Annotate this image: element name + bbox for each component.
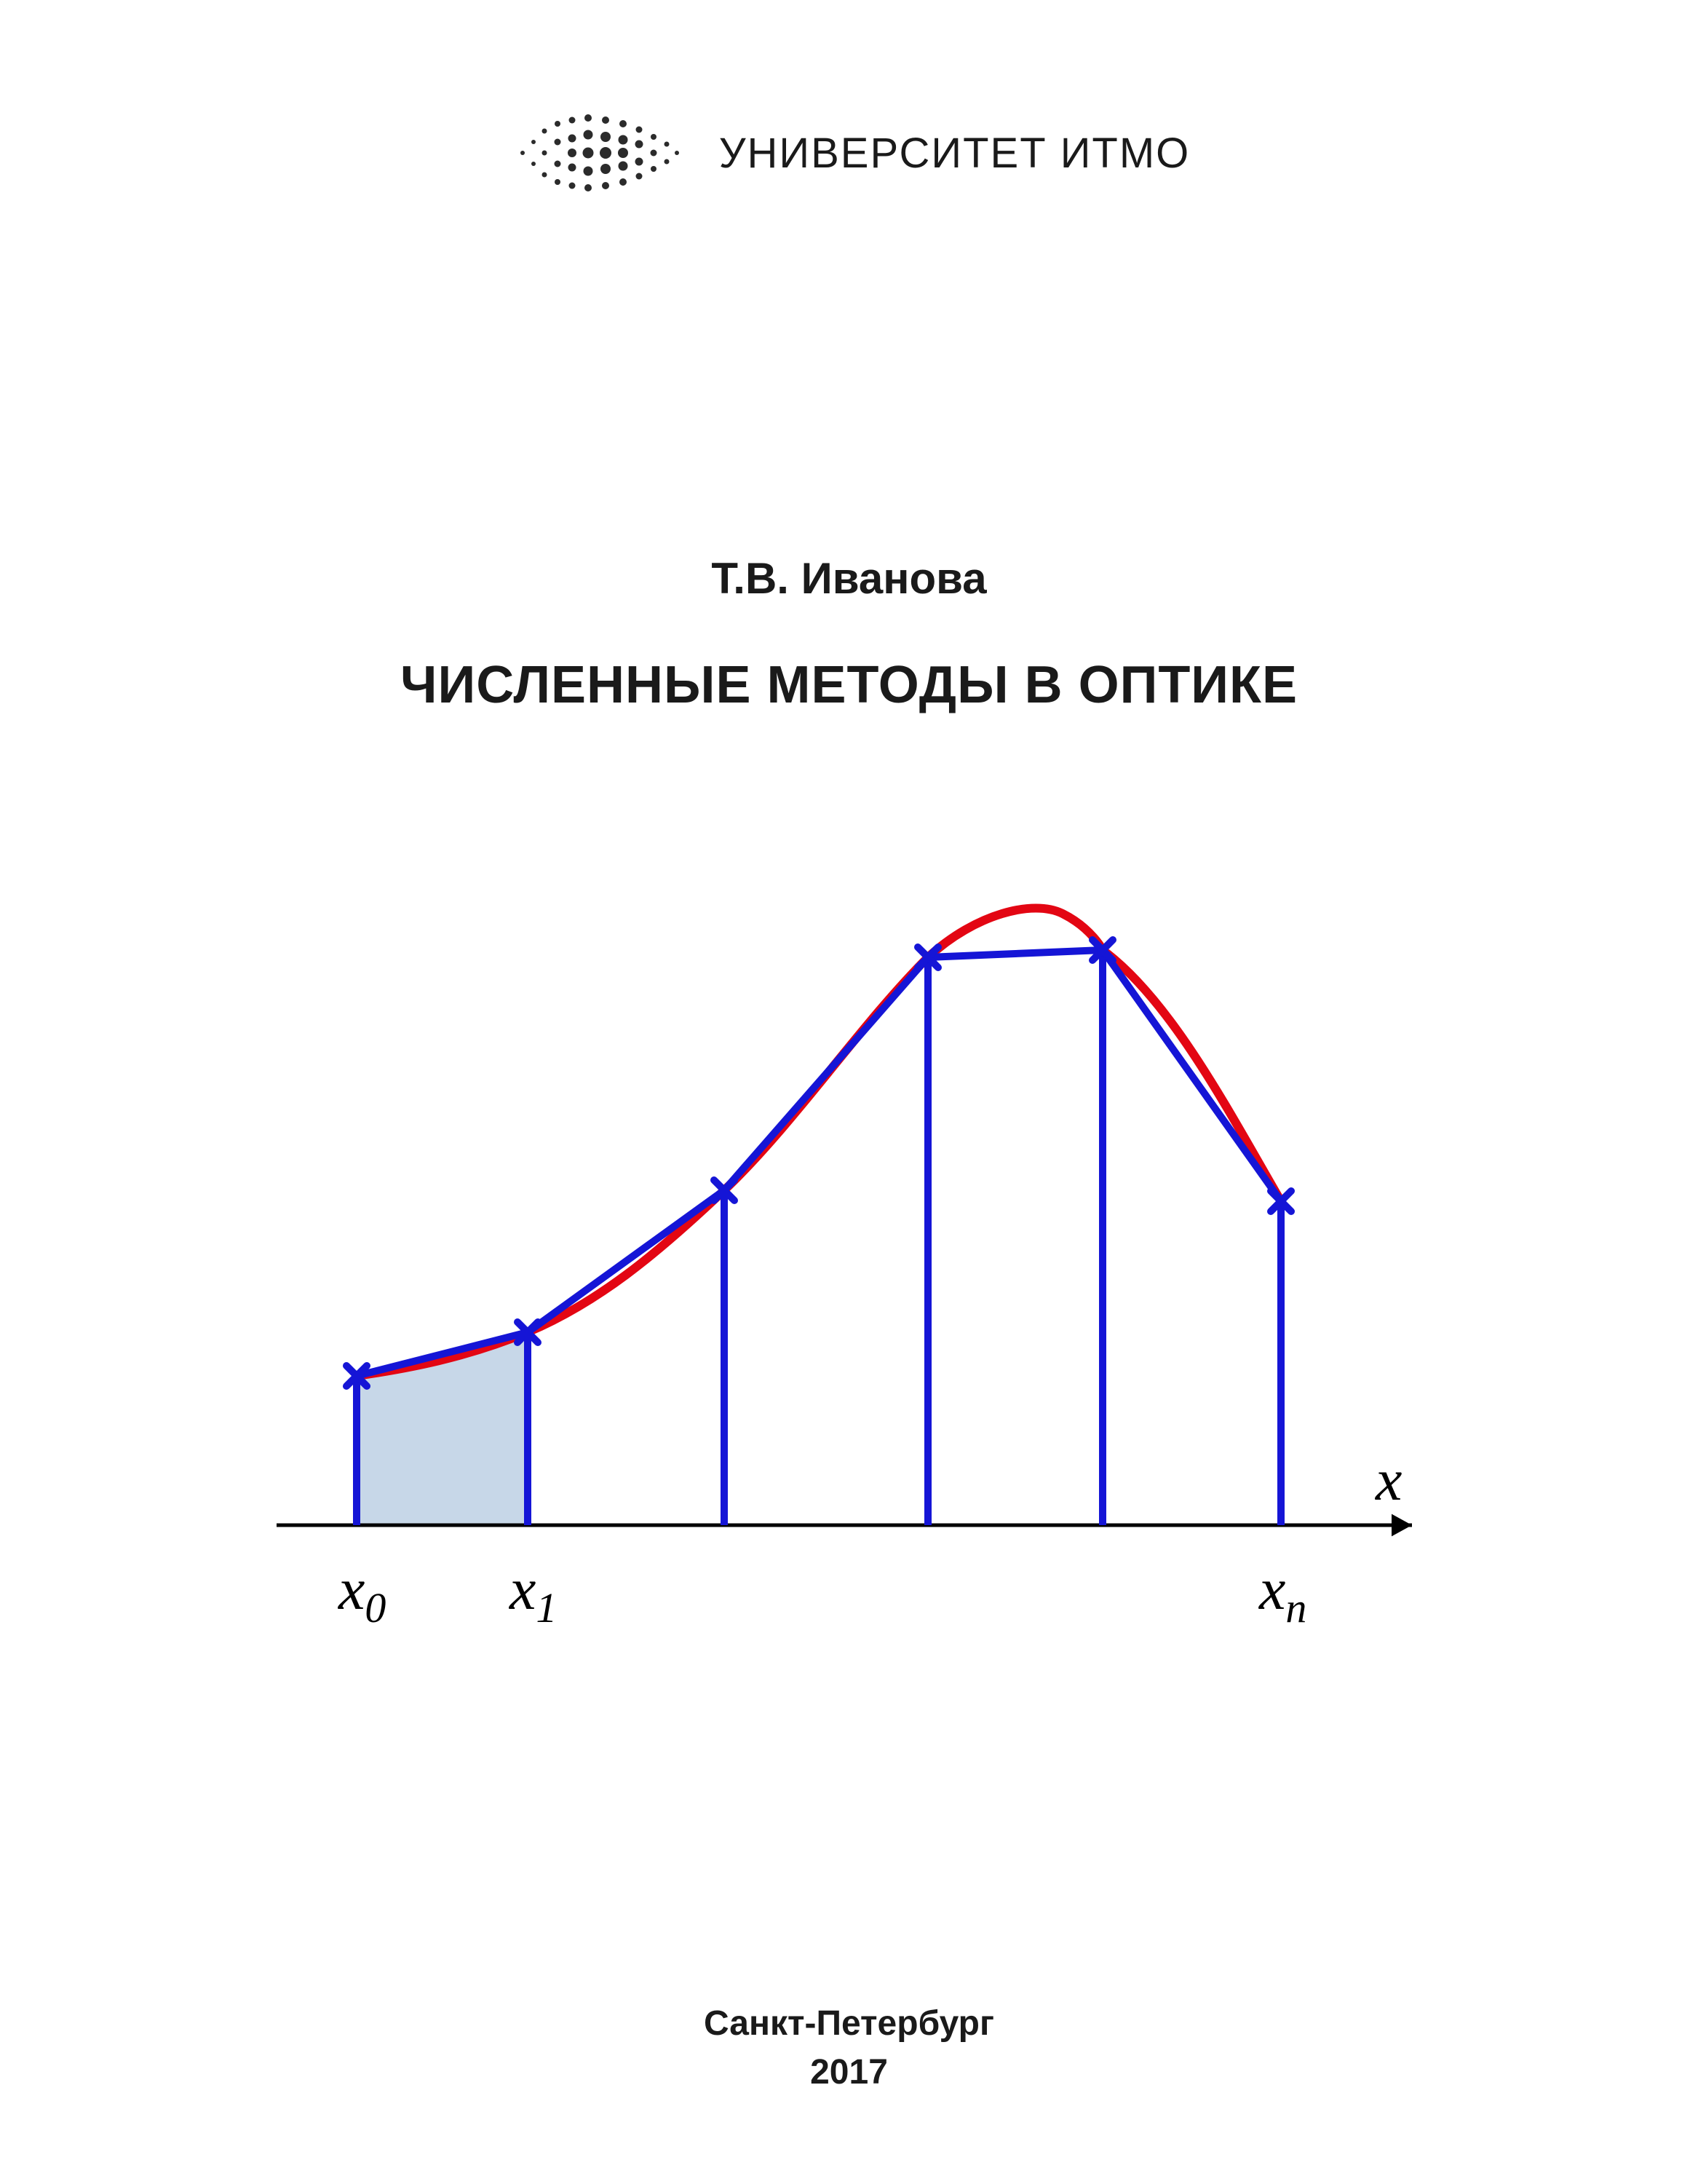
footer: Санкт-Петербург 2017: [0, 1999, 1698, 2097]
city: Санкт-Петербург: [0, 1999, 1698, 2048]
author: Т.В. Иванова: [0, 553, 1698, 604]
book-title: ЧИСЛЕННЫЕ МЕТОДЫ В ОПТИКЕ: [0, 655, 1698, 715]
svg-text:x: x: [1375, 1447, 1402, 1513]
trapezoid-integration-chart: x0 x1 xn x: [262, 837, 1441, 1711]
svg-text:x1: x1: [509, 1556, 557, 1631]
itmo-dots-logo: [508, 109, 690, 197]
university-name: УНИВЕРСИТЕТ ИТМО: [719, 129, 1191, 178]
header: УНИВЕРСИТЕТ ИТМО: [0, 109, 1698, 200]
svg-text:xn: xn: [1258, 1556, 1306, 1631]
year: 2017: [0, 2048, 1698, 2097]
svg-text:x0: x0: [338, 1556, 386, 1631]
